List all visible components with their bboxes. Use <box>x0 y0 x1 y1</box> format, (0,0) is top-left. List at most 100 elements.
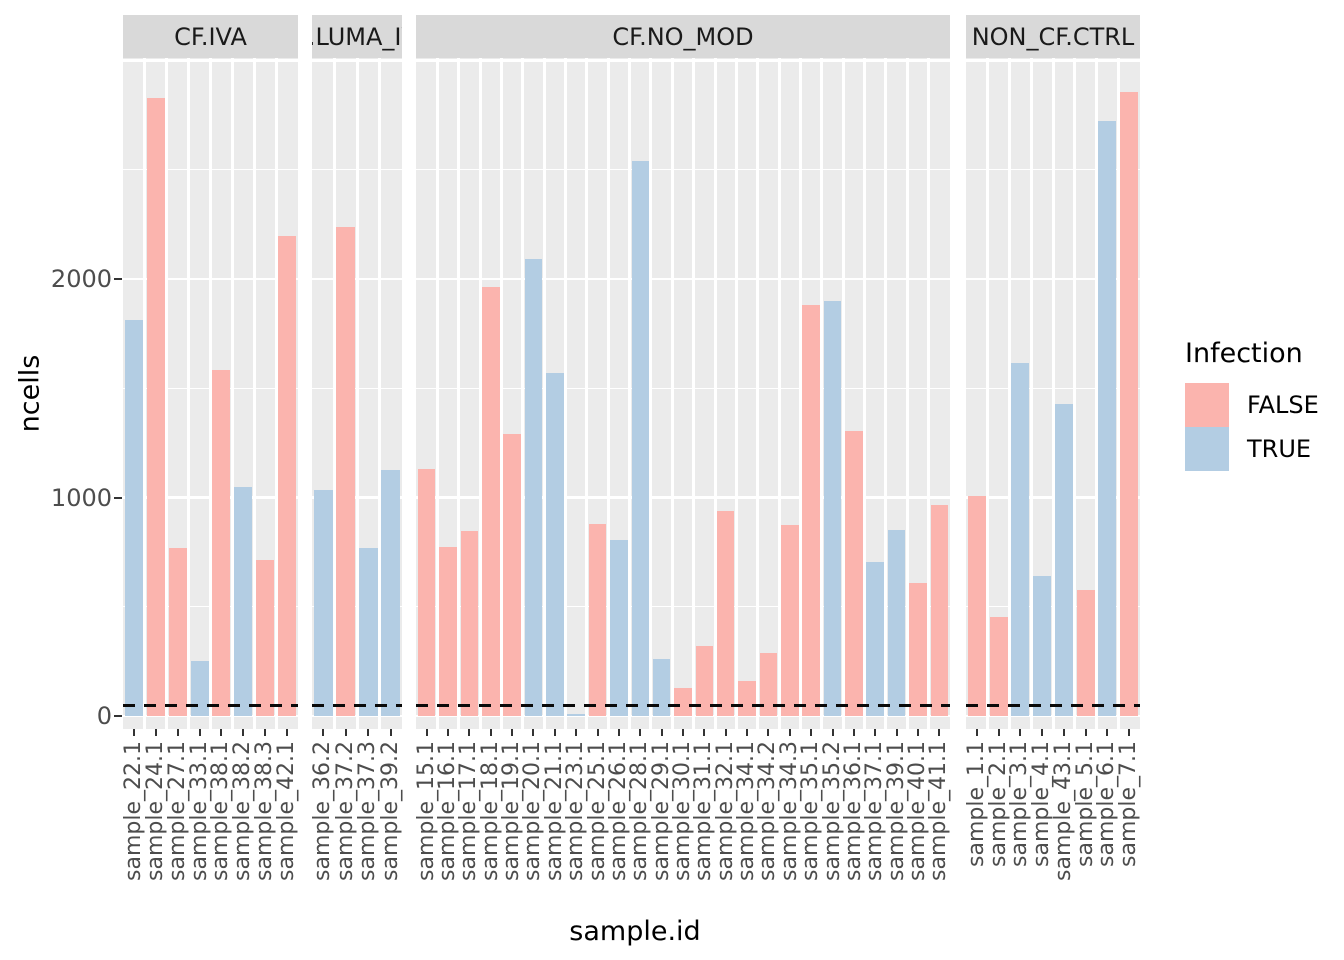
x-tick-mark <box>344 729 347 736</box>
vertical-gridline <box>670 58 674 729</box>
facet-strip-label: CF.IVA <box>174 22 247 51</box>
x-tick-mark <box>264 729 267 736</box>
facet-panel <box>966 58 1140 729</box>
x-tick-mark <box>1128 729 1131 736</box>
bar <box>989 616 1008 716</box>
x-tick-mark <box>703 729 706 736</box>
legend-label-true: TRUE <box>1247 435 1312 463</box>
vertical-gridline <box>841 58 845 729</box>
dashed-threshold-line <box>312 703 402 707</box>
bar <box>256 559 275 716</box>
vertical-gridline <box>165 58 169 729</box>
vertical-gridline <box>820 58 824 729</box>
x-tick-mark <box>468 729 471 736</box>
bar <box>481 286 500 716</box>
vertical-gridline <box>585 58 589 729</box>
x-tick-mark <box>367 729 370 736</box>
x-tick-mark <box>895 729 898 736</box>
bar <box>652 659 671 716</box>
vertical-gridline <box>274 58 278 729</box>
facet-panel <box>123 58 298 729</box>
x-tick-mark <box>176 729 179 736</box>
vertical-gridline <box>435 58 439 729</box>
vertical-gridline <box>606 58 610 729</box>
vertical-gridline <box>628 58 632 729</box>
x-tick-label: sample_41.1 <box>926 741 952 881</box>
x-tick-mark <box>617 729 620 736</box>
facet-strip: CF.LUMA_IVA <box>312 15 402 58</box>
facet-strip-label: CF.LUMA_IVA <box>312 22 402 51</box>
x-tick-mark <box>1106 729 1109 736</box>
bar <box>823 300 842 716</box>
bar <box>439 546 457 716</box>
bar <box>802 305 820 716</box>
vertical-gridline <box>692 58 696 729</box>
x-tick-mark <box>852 729 855 736</box>
vertical-gridline <box>252 58 256 729</box>
x-tick-mark <box>511 729 514 736</box>
x-tick-mark <box>132 729 135 736</box>
vertical-gridline <box>564 58 568 729</box>
x-tick-mark <box>286 729 289 736</box>
bar <box>546 372 564 716</box>
bar <box>190 661 209 716</box>
bar <box>417 469 436 716</box>
bar <box>1054 403 1073 716</box>
bar <box>278 236 297 716</box>
y-tick-label: 1000 <box>50 483 112 512</box>
x-tick-mark <box>425 729 428 736</box>
bar <box>146 97 165 716</box>
x-tick-mark <box>198 729 201 736</box>
bar <box>1120 92 1139 716</box>
x-tick-mark <box>938 729 941 736</box>
legend-entry-true: TRUE <box>1185 427 1319 471</box>
x-tick-mark <box>1084 729 1087 736</box>
vertical-gridline <box>230 58 234 729</box>
legend-title: Infection <box>1185 338 1303 369</box>
x-tick-mark <box>831 729 834 736</box>
x-tick-mark <box>1019 729 1022 736</box>
bar <box>909 582 927 716</box>
vertical-gridline <box>1095 58 1098 729</box>
vertical-gridline <box>355 58 359 729</box>
vertical-gridline <box>478 58 482 729</box>
legend: Infection FALSE TRUE <box>1185 338 1319 471</box>
bar <box>674 687 692 716</box>
x-tick-mark <box>447 729 450 736</box>
major-gridline <box>416 277 950 281</box>
vertical-gridline <box>756 58 760 729</box>
x-tick-mark <box>1062 729 1065 736</box>
bar <box>781 524 799 716</box>
x-tick-mark <box>389 729 392 736</box>
bar <box>610 540 628 716</box>
x-tick-mark <box>154 729 157 736</box>
vertical-gridline <box>187 58 191 729</box>
bar <box>460 531 479 716</box>
minor-gridline <box>416 606 950 608</box>
vertical-gridline <box>1051 58 1055 729</box>
bar <box>759 652 778 716</box>
facet-panel <box>416 58 950 729</box>
vertical-gridline <box>734 58 738 729</box>
bar <box>124 320 143 716</box>
legend-entry-false: FALSE <box>1185 383 1319 427</box>
legend-swatch-true-icon <box>1185 427 1229 471</box>
bar <box>866 561 884 716</box>
facet-strip: CF.IVA <box>123 15 298 58</box>
bar <box>524 259 543 716</box>
x-tick-mark <box>242 729 245 736</box>
x-tick-mark <box>532 729 535 736</box>
facet-strip-label: CF.NO_MOD <box>612 22 754 51</box>
x-tick-mark <box>682 729 684 736</box>
legend-swatch-false-icon <box>1185 383 1229 427</box>
bar <box>1033 576 1052 716</box>
vertical-gridline <box>1029 58 1033 729</box>
vertical-gridline <box>798 58 802 729</box>
bar <box>845 430 863 716</box>
x-tick-label: sample_37.3 <box>355 741 381 881</box>
facet-strip: CF.NO_MOD <box>416 15 950 58</box>
bar <box>168 547 187 716</box>
vertical-gridline <box>457 58 461 729</box>
vertical-gridline <box>649 58 653 729</box>
